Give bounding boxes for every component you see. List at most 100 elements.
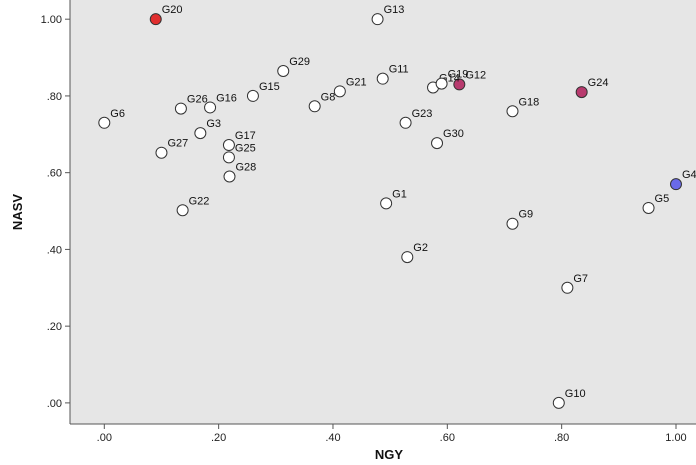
data-point: G16 (204, 92, 237, 114)
y-tick-label: .00 (47, 398, 62, 410)
point-marker (506, 217, 519, 230)
point-marker (376, 72, 389, 85)
plot-area (70, 0, 696, 424)
point-marker (380, 197, 393, 210)
data-point: G15 (246, 81, 280, 102)
data-point: G25 (222, 142, 256, 164)
data-point: G22 (176, 195, 210, 217)
point-label: G12 (465, 69, 486, 81)
point-label: G25 (235, 142, 256, 154)
point-marker (204, 101, 217, 114)
point-label: G9 (518, 209, 533, 221)
point-label: G15 (259, 81, 280, 93)
point-label: G3 (206, 118, 221, 130)
point-label: G13 (384, 4, 405, 16)
data-point: G11 (376, 64, 409, 85)
data-point: G20 (149, 4, 183, 26)
x-axis-title: NGY (375, 447, 404, 462)
y-axis-title: NASV (10, 194, 25, 230)
data-point: G17 (222, 130, 256, 152)
data-point: G7 (561, 273, 588, 294)
point-marker (222, 151, 235, 164)
point-marker (174, 102, 187, 115)
point-label: G7 (573, 273, 588, 285)
point-label: G18 (518, 96, 539, 108)
data-point: G2 (401, 242, 428, 264)
y-tick-label: 1.00 (41, 14, 62, 26)
point-label: G22 (189, 195, 210, 207)
point-marker (277, 64, 290, 77)
point-marker (399, 116, 412, 129)
point-label: G23 (412, 108, 433, 120)
point-label: G21 (346, 76, 367, 88)
point-marker (223, 170, 236, 183)
data-point: G28 (223, 162, 257, 183)
point-label: G2 (413, 242, 428, 254)
point-label: G11 (389, 64, 409, 76)
point-label: G4 (682, 169, 696, 181)
point-label: G20 (162, 4, 183, 16)
point-marker (552, 396, 565, 409)
y-tick-label: .20 (47, 321, 62, 333)
x-tick-label: .60 (440, 432, 455, 444)
point-marker (401, 251, 414, 264)
point-marker (149, 13, 162, 26)
data-point: G10 (552, 388, 586, 409)
data-point: G4 (669, 169, 696, 191)
point-marker (194, 127, 207, 140)
point-label: G5 (655, 193, 670, 205)
point-label: G19 (448, 69, 469, 81)
point-marker (431, 137, 444, 150)
data-point: G26 (174, 94, 208, 115)
point-label: G1 (392, 188, 407, 200)
point-label: G27 (167, 138, 188, 150)
point-label: G24 (588, 77, 609, 89)
point-marker (561, 281, 574, 294)
point-marker (246, 89, 259, 102)
point-label: G28 (236, 162, 257, 174)
x-tick-label: .80 (554, 432, 569, 444)
point-label: G8 (321, 91, 336, 103)
point-label: G29 (289, 56, 310, 68)
data-point: G27 (155, 138, 188, 159)
x-tick-label: .40 (325, 432, 340, 444)
point-label: G26 (187, 94, 208, 106)
data-point: G19 (435, 69, 469, 90)
data-point: G1 (380, 188, 407, 210)
y-tick-label: .60 (47, 168, 62, 180)
point-marker (308, 100, 321, 113)
point-marker (333, 85, 346, 98)
x-axis-ticks: .00 .20 .40 .60 .80 1.00 (97, 424, 687, 444)
y-tick-label: .40 (47, 244, 62, 256)
data-point: G23 (399, 108, 433, 129)
point-marker (575, 86, 588, 99)
data-point: G30 (431, 128, 464, 150)
data-point: G18 (506, 96, 539, 118)
data-point: G24 (575, 77, 609, 99)
point-label: G30 (443, 128, 464, 140)
x-tick-label: 1.00 (665, 432, 686, 444)
data-point: G12 (453, 69, 486, 91)
data-point: G21 (333, 76, 367, 98)
data-point: G29 (277, 56, 310, 77)
point-label: G6 (110, 108, 125, 120)
point-marker (155, 146, 168, 159)
x-tick-label: .00 (97, 432, 112, 444)
data-point: G9 (506, 209, 533, 230)
data-point: G5 (642, 193, 670, 214)
data-point: G6 (98, 108, 125, 129)
y-axis-ticks: .00 .20 .40 .60 .80 1.00 (41, 14, 70, 410)
point-label: G17 (235, 130, 256, 142)
point-marker (371, 13, 384, 26)
point-label: G10 (565, 388, 586, 400)
point-marker (506, 105, 519, 118)
x-tick-label: .20 (211, 432, 226, 444)
point-label: G16 (216, 92, 237, 104)
point-marker (176, 204, 189, 217)
point-marker (222, 139, 235, 152)
point-marker (98, 116, 111, 129)
data-point: G3 (194, 118, 221, 140)
y-tick-label: .80 (47, 91, 62, 103)
